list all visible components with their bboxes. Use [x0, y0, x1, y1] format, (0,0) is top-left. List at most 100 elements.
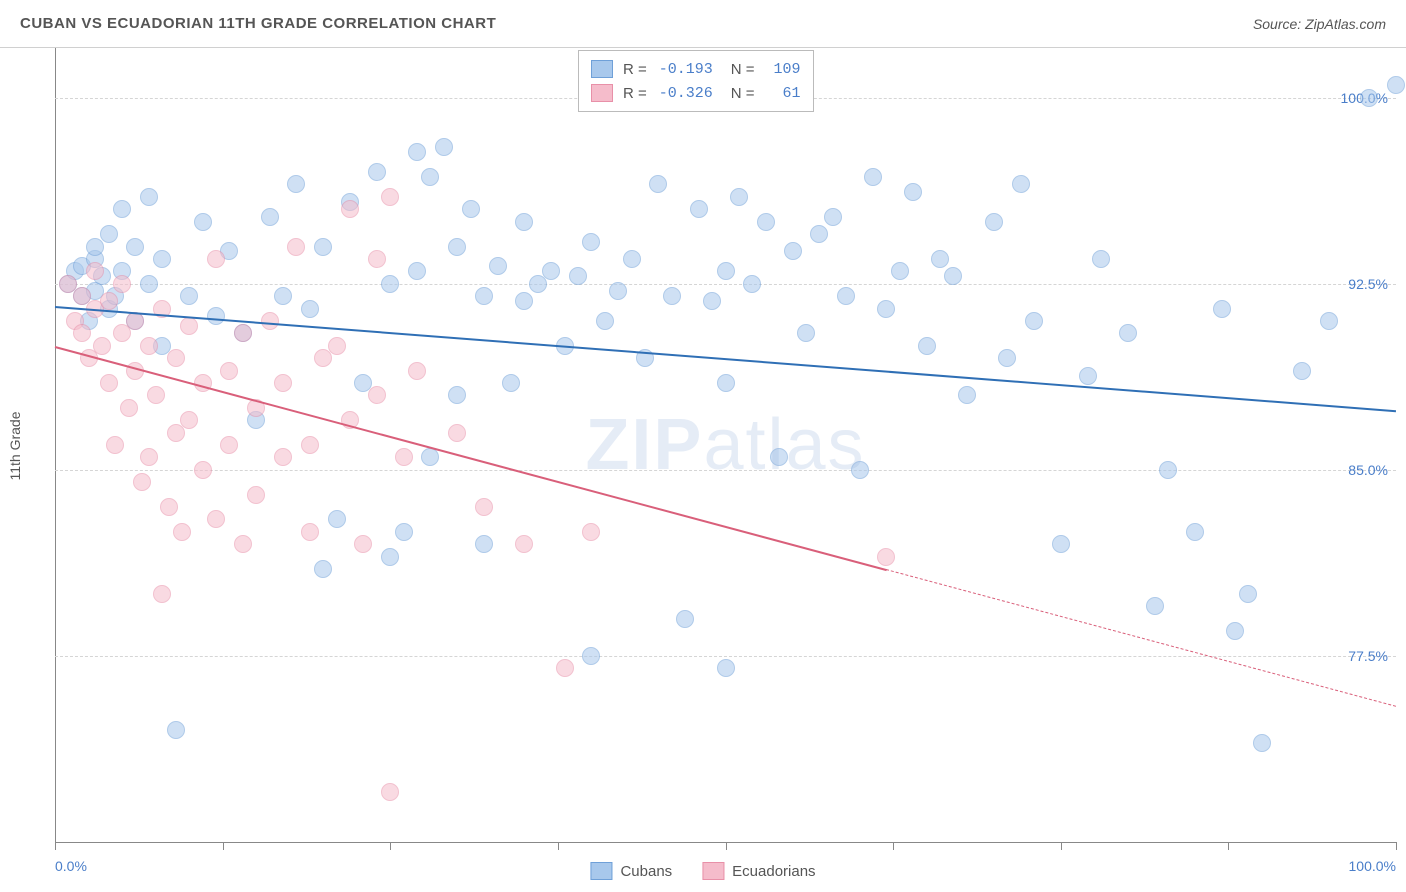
x-tick: [1228, 842, 1229, 850]
point-cubans: [274, 287, 292, 305]
point-cubans: [1012, 175, 1030, 193]
point-ecuadorians: [73, 324, 91, 342]
point-ecuadorians: [274, 374, 292, 392]
x-tick: [1396, 842, 1397, 850]
point-cubans: [408, 143, 426, 161]
point-ecuadorians: [140, 337, 158, 355]
point-cubans: [596, 312, 614, 330]
point-cubans: [1025, 312, 1043, 330]
point-cubans: [153, 250, 171, 268]
n-value: 109: [765, 61, 801, 78]
point-ecuadorians: [93, 337, 111, 355]
r-label: R =: [623, 61, 647, 78]
point-cubans: [1320, 312, 1338, 330]
point-ecuadorians: [247, 486, 265, 504]
bottom-legend: Cubans Ecuadorians: [590, 862, 815, 880]
grid-line: [55, 470, 1396, 471]
point-ecuadorians: [368, 250, 386, 268]
point-cubans: [730, 188, 748, 206]
point-ecuadorians: [448, 424, 466, 442]
point-ecuadorians: [153, 585, 171, 603]
point-ecuadorians: [86, 262, 104, 280]
point-cubans: [542, 262, 560, 280]
point-ecuadorians: [556, 659, 574, 677]
point-ecuadorians: [515, 535, 533, 553]
point-cubans: [207, 307, 225, 325]
y-tick-label: 85.0%: [1348, 462, 1388, 478]
point-cubans: [502, 374, 520, 392]
point-ecuadorians: [220, 362, 238, 380]
x-tick: [726, 842, 727, 850]
point-cubans: [1092, 250, 1110, 268]
point-ecuadorians: [207, 250, 225, 268]
y-axis-line: [55, 48, 56, 842]
point-cubans: [1239, 585, 1257, 603]
stats-swatch: [591, 84, 613, 102]
point-cubans: [851, 461, 869, 479]
point-cubans: [194, 213, 212, 231]
point-cubans: [301, 300, 319, 318]
point-cubans: [623, 250, 641, 268]
point-ecuadorians: [194, 461, 212, 479]
legend-item-ecuadorians: Ecuadorians: [702, 862, 815, 880]
point-ecuadorians: [180, 411, 198, 429]
point-cubans: [649, 175, 667, 193]
point-cubans: [743, 275, 761, 293]
point-cubans: [1186, 523, 1204, 541]
point-ecuadorians: [100, 292, 118, 310]
point-ecuadorians: [147, 386, 165, 404]
point-ecuadorians: [100, 374, 118, 392]
point-cubans: [515, 213, 533, 231]
point-cubans: [663, 287, 681, 305]
legend-item-cubans: Cubans: [590, 862, 672, 880]
trend-line-dashed: [886, 569, 1396, 707]
point-cubans: [1213, 300, 1231, 318]
point-ecuadorians: [328, 337, 346, 355]
point-ecuadorians: [180, 317, 198, 335]
point-cubans: [891, 262, 909, 280]
point-cubans: [770, 448, 788, 466]
stats-legend: R = -0.193 N = 109 R = -0.326 N = 61: [578, 50, 814, 112]
stats-row: R = -0.326 N = 61: [591, 81, 801, 105]
n-value: 61: [765, 85, 801, 102]
point-ecuadorians: [113, 275, 131, 293]
point-cubans: [421, 448, 439, 466]
point-cubans: [797, 324, 815, 342]
grid-line: [55, 284, 1396, 285]
point-cubans: [328, 510, 346, 528]
point-cubans: [717, 374, 735, 392]
point-cubans: [140, 275, 158, 293]
x-tick: [223, 842, 224, 850]
point-cubans: [421, 168, 439, 186]
point-cubans: [958, 386, 976, 404]
point-cubans: [448, 238, 466, 256]
watermark-bold: ZIP: [585, 405, 703, 485]
point-ecuadorians: [381, 783, 399, 801]
r-value: -0.326: [657, 85, 713, 102]
point-cubans: [126, 238, 144, 256]
point-ecuadorians: [287, 238, 305, 256]
point-cubans: [140, 188, 158, 206]
point-ecuadorians: [274, 448, 292, 466]
x-tick: [558, 842, 559, 850]
point-ecuadorians: [301, 436, 319, 454]
point-cubans: [864, 168, 882, 186]
y-tick-label: 77.5%: [1348, 648, 1388, 664]
point-cubans: [1226, 622, 1244, 640]
legend-swatch-cubans: [590, 862, 612, 880]
point-cubans: [287, 175, 305, 193]
point-cubans: [1360, 89, 1378, 107]
watermark-light: atlas: [703, 405, 865, 485]
point-ecuadorians: [160, 498, 178, 516]
point-cubans: [944, 267, 962, 285]
source-label: Source: ZipAtlas.com: [1253, 16, 1386, 32]
point-cubans: [690, 200, 708, 218]
point-cubans: [1079, 367, 1097, 385]
x-tick: [893, 842, 894, 850]
point-cubans: [717, 262, 735, 280]
point-ecuadorians: [408, 362, 426, 380]
x-tick: [1061, 842, 1062, 850]
point-ecuadorians: [207, 510, 225, 528]
point-cubans: [261, 208, 279, 226]
point-cubans: [381, 275, 399, 293]
